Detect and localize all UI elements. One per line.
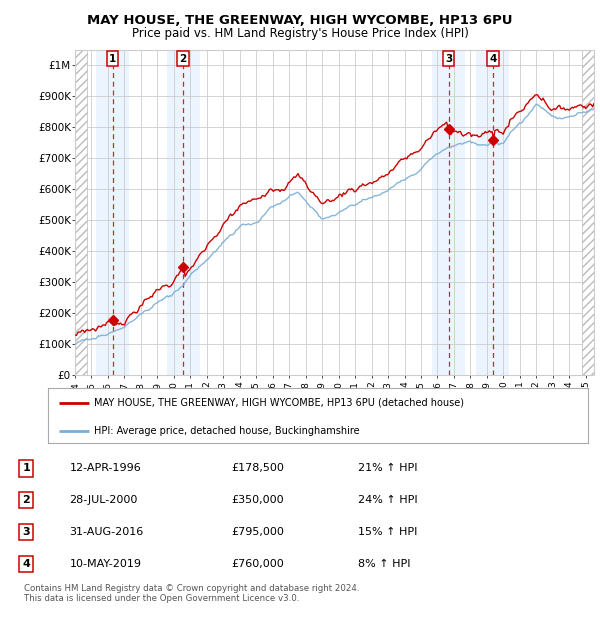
Bar (167, 50, 200, 375)
Text: 21% ↑ HPI: 21% ↑ HPI (358, 463, 417, 474)
Text: £760,000: £760,000 (231, 559, 284, 569)
Text: £178,500: £178,500 (231, 463, 284, 474)
Text: 10-MAY-2019: 10-MAY-2019 (70, 559, 142, 569)
Text: 28-JUL-2000: 28-JUL-2000 (70, 495, 138, 505)
Text: 4: 4 (489, 54, 497, 64)
Text: Price paid vs. HM Land Registry's House Price Index (HPI): Price paid vs. HM Land Registry's House … (131, 27, 469, 40)
Text: 3: 3 (23, 528, 30, 538)
Bar (476, 50, 509, 375)
Text: MAY HOUSE, THE GREENWAY, HIGH WYCOMBE, HP13 6PU: MAY HOUSE, THE GREENWAY, HIGH WYCOMBE, H… (87, 14, 513, 27)
Text: £350,000: £350,000 (231, 495, 284, 505)
Text: 1: 1 (23, 463, 30, 474)
Text: MAY HOUSE, THE GREENWAY, HIGH WYCOMBE, HP13 6PU (detached house): MAY HOUSE, THE GREENWAY, HIGH WYCOMBE, H… (94, 397, 464, 407)
Text: 31-AUG-2016: 31-AUG-2016 (70, 528, 144, 538)
Bar (581, 50, 594, 375)
Text: £795,000: £795,000 (231, 528, 284, 538)
Text: 24% ↑ HPI: 24% ↑ HPI (358, 495, 417, 505)
Text: 2: 2 (23, 495, 30, 505)
Text: 15% ↑ HPI: 15% ↑ HPI (358, 528, 417, 538)
Text: HPI: Average price, detached house, Buckinghamshire: HPI: Average price, detached house, Buck… (94, 426, 359, 436)
Bar (75, 50, 88, 375)
Text: 2: 2 (179, 54, 187, 64)
Text: 12-APR-1996: 12-APR-1996 (70, 463, 142, 474)
Text: 3: 3 (445, 54, 452, 64)
Bar (96, 50, 129, 375)
Text: 4: 4 (22, 559, 31, 569)
Text: 1: 1 (109, 54, 116, 64)
Text: Contains HM Land Registry data © Crown copyright and database right 2024.
This d: Contains HM Land Registry data © Crown c… (24, 584, 359, 603)
Bar (432, 50, 465, 375)
Text: 8% ↑ HPI: 8% ↑ HPI (358, 559, 410, 569)
